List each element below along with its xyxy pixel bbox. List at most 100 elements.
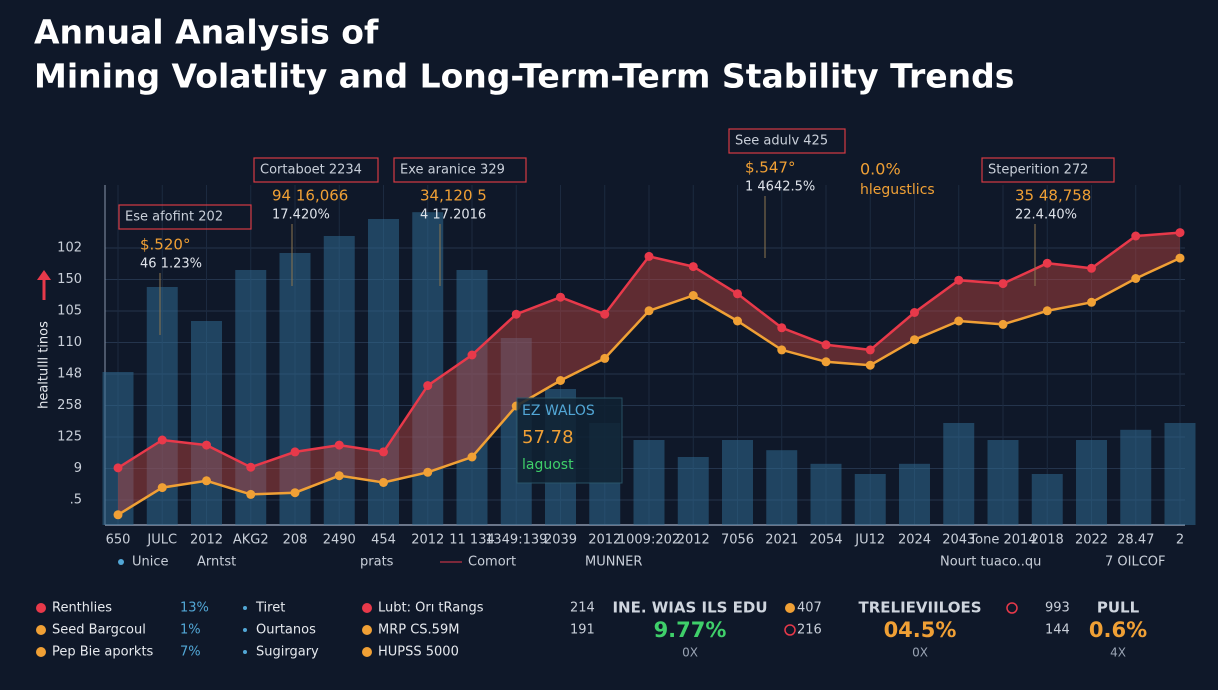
arrow bbox=[37, 270, 51, 280]
annotation-text: 4 17.2016 bbox=[420, 208, 486, 223]
legend-dot bbox=[243, 650, 247, 654]
point bbox=[600, 353, 610, 363]
x-tick-label: 1009:202 bbox=[618, 533, 680, 548]
annotation-label: Exe aranice 329 bbox=[400, 163, 505, 178]
x-tick-label: 2012 bbox=[411, 533, 444, 548]
point bbox=[600, 309, 610, 319]
x-tick-label: 2022 bbox=[1075, 533, 1108, 548]
x-tick-label: 2021 bbox=[765, 533, 798, 548]
point bbox=[733, 289, 742, 299]
kpi-value: 9.77% bbox=[654, 618, 727, 642]
kpi-side: 191 bbox=[570, 623, 595, 638]
annotation-text: 17.420% bbox=[272, 208, 330, 223]
bar bbox=[102, 372, 134, 525]
legend-dot bbox=[36, 625, 46, 635]
kpi-sub: 4X bbox=[1110, 646, 1126, 660]
x-tick-label: 208 bbox=[283, 533, 308, 548]
y-tick-label: 148 bbox=[57, 367, 82, 382]
point bbox=[733, 316, 742, 326]
annotation-text: 1 4642.5% bbox=[745, 180, 815, 195]
annotation-box bbox=[118, 204, 252, 230]
point bbox=[556, 376, 565, 385]
point bbox=[246, 489, 256, 499]
annotation-box bbox=[253, 157, 379, 183]
legend-value: 1% bbox=[180, 623, 201, 638]
point bbox=[113, 510, 123, 520]
bar bbox=[943, 423, 975, 525]
point bbox=[777, 323, 787, 333]
legend-label: Arntst bbox=[197, 555, 236, 570]
y-axis-title: healtulll tinos bbox=[37, 321, 52, 409]
x-tick-label: 454 bbox=[371, 533, 396, 548]
point bbox=[910, 335, 919, 345]
x-tick-label: 28.47 bbox=[1117, 533, 1154, 548]
point bbox=[865, 345, 875, 355]
legend-dot bbox=[36, 647, 46, 657]
point bbox=[246, 462, 256, 472]
center-box bbox=[516, 397, 623, 484]
legend-value: 13% bbox=[180, 601, 209, 616]
bar bbox=[766, 450, 798, 525]
point bbox=[467, 350, 477, 360]
point bbox=[423, 381, 433, 391]
x-tick-label: Tone 2014 bbox=[968, 533, 1036, 548]
y-tick-label: .5 bbox=[70, 493, 82, 508]
bar bbox=[191, 321, 222, 525]
kpi-side: 407 bbox=[797, 601, 822, 616]
legend-label: Tiret bbox=[255, 601, 285, 616]
point bbox=[1175, 228, 1185, 238]
x-tick-label: 1349:139 bbox=[485, 533, 547, 548]
x-tick-label: 2 bbox=[1176, 533, 1184, 548]
legend-value: 7% bbox=[180, 645, 201, 660]
point bbox=[511, 309, 521, 319]
point bbox=[1131, 231, 1141, 241]
x-tick-label: 2018 bbox=[1031, 533, 1064, 548]
bar bbox=[368, 219, 399, 525]
bar bbox=[235, 270, 267, 525]
legend-label: Sugirgary bbox=[256, 645, 319, 660]
x-tick-label: 2012 bbox=[677, 533, 710, 548]
legend-dot bbox=[243, 628, 247, 632]
kpi-sub: 0X bbox=[682, 646, 698, 660]
legend-label: HUPSS 5000 bbox=[378, 645, 459, 660]
kpi-value: 0.6% bbox=[1089, 618, 1147, 642]
x-tick-label: 2012 bbox=[588, 533, 621, 548]
annotation-text: 46 1.23% bbox=[140, 257, 202, 272]
point bbox=[821, 340, 831, 350]
bar bbox=[412, 212, 444, 525]
x-tick-label: 7056 bbox=[721, 533, 754, 548]
bar bbox=[633, 440, 665, 525]
point bbox=[113, 463, 123, 473]
annotation-text: $.547° bbox=[745, 159, 795, 177]
annotation-text: $.520° bbox=[140, 236, 190, 254]
point bbox=[954, 275, 964, 285]
legend-dot bbox=[362, 603, 372, 613]
point bbox=[334, 440, 344, 450]
legend-label: Comort bbox=[468, 555, 516, 570]
legend-dot bbox=[118, 559, 124, 565]
point bbox=[998, 279, 1008, 289]
annotation-label: Steperition 272 bbox=[988, 163, 1088, 178]
kpi-title: TRELIEVIILOES bbox=[858, 599, 981, 617]
point bbox=[1087, 297, 1096, 307]
x-tick-label: JULC bbox=[146, 533, 177, 548]
x-tick-label: JU12 bbox=[854, 533, 885, 548]
legend-dot bbox=[36, 603, 46, 613]
point bbox=[423, 467, 433, 477]
point bbox=[910, 308, 919, 317]
point bbox=[644, 251, 654, 261]
point bbox=[644, 306, 654, 316]
side-note: 0.0% bbox=[860, 160, 901, 179]
x-tick-label: AKG2 bbox=[233, 533, 269, 548]
center-text: 57.78 bbox=[522, 427, 574, 448]
legend-label: 7 OILCOF bbox=[1105, 555, 1166, 570]
legend-label: Pep Bie aporkts bbox=[52, 645, 154, 660]
legend-label: Seed Bargcoul bbox=[52, 623, 146, 638]
bar bbox=[1120, 429, 1152, 525]
annotation-box bbox=[981, 157, 1115, 183]
point bbox=[998, 319, 1008, 329]
point bbox=[821, 357, 831, 367]
kpi-sub: 0X bbox=[912, 646, 928, 660]
x-tick-label: 11 134 bbox=[449, 533, 495, 548]
